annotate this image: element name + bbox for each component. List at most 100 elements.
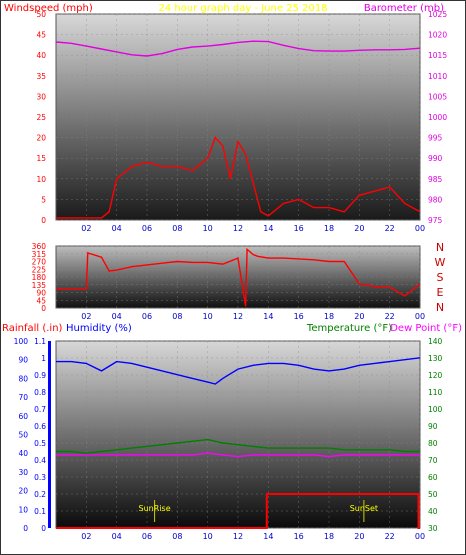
series-line: [55, 40, 421, 57]
right-tick-label: 1005: [428, 92, 447, 101]
humidity-tick-label: 20: [18, 487, 28, 496]
right-tick-label: 975: [428, 216, 443, 225]
series-line: [56, 493, 420, 529]
x-tick-label: 06: [142, 312, 152, 321]
x-tick-label: 02: [81, 532, 91, 541]
x-tick-label: 18: [324, 532, 334, 541]
thermo-chart: 02 04 06 08 10 12 14 16 18 20 22 0000.10.20.30.40.5…: [14, 337, 443, 541]
x-tick-label: 22: [385, 532, 395, 541]
x-tick-label: 12: [233, 532, 243, 541]
x-tick-label: 06: [142, 532, 152, 541]
left-tick-label: 0.8: [34, 388, 46, 397]
left-tick-label: 315: [32, 250, 47, 259]
temperature-label: Temperature (°F): [306, 323, 392, 334]
compass-letter: E: [437, 286, 444, 299]
right-tick-label: 100: [428, 405, 443, 414]
direction-chart: 02 04 06 08 10 12 14 16 18 20 22 000459013518022527…: [32, 242, 425, 321]
left-tick-label: 0.9: [34, 371, 46, 380]
left-tick-label: 30: [36, 92, 46, 101]
humidity-tick-label: 0: [23, 524, 28, 533]
right-tick-label: 60: [428, 473, 438, 482]
right-tick-label: 980: [428, 195, 443, 204]
barometer-label: Barometer (mb): [364, 3, 444, 14]
right-tick-label: 120: [428, 371, 443, 380]
x-tick-label: 16: [294, 532, 304, 541]
right-tick-label: 995: [428, 134, 443, 143]
right-tick-label: 1025: [428, 10, 447, 19]
x-tick-label: 04: [112, 312, 122, 321]
humidity-tick-label: 10: [18, 505, 28, 514]
right-tick-label: 90: [428, 422, 438, 431]
x-tick-label: 08: [172, 532, 182, 541]
wind-chart: 02 04 06 08 10 12 14 16 18 20 22 000510152025303540…: [36, 10, 447, 233]
left-tick-label: 0.2: [34, 490, 46, 499]
x-tick-label: 14: [263, 532, 273, 541]
left-tick-label: 45: [36, 296, 46, 305]
humidity-tick-label: 50: [18, 431, 28, 440]
right-tick-label: 80: [428, 439, 438, 448]
x-tick-label: 08: [172, 224, 182, 233]
x-tick-label: 18: [324, 224, 334, 233]
x-tick-label: 18: [324, 312, 334, 321]
series-line: [56, 452, 420, 458]
left-tick-label: 10: [36, 175, 46, 184]
humidity-label: Humidity (%): [66, 323, 132, 334]
left-tick-label: 0: [41, 304, 46, 313]
humidity-tick-label: 100: [14, 337, 29, 346]
left-tick-label: 180: [32, 273, 47, 282]
x-tick-label: 16: [294, 224, 304, 233]
left-tick-label: 0: [41, 524, 46, 533]
left-tick-label: 45: [36, 31, 46, 40]
x-tick-label: 22: [385, 312, 395, 321]
x-tick-label: 16: [294, 312, 304, 321]
humidity-tick-label: 40: [18, 449, 28, 458]
right-tick-label: 140: [428, 337, 443, 346]
compass-scale: N W S E N: [435, 241, 446, 314]
humidity-tick-label: 70: [18, 393, 28, 402]
compass-letter: W: [435, 256, 446, 269]
x-tick-label: 14: [263, 312, 273, 321]
right-tick-label: 990: [428, 154, 443, 163]
left-tick-label: 35: [36, 72, 46, 81]
x-tick-label: 20: [354, 312, 364, 321]
windspeed-label: Windspeed (mph): [4, 3, 93, 14]
right-tick-label: 130: [428, 354, 443, 363]
series-line: [56, 247, 421, 307]
x-tick-label: 02: [81, 224, 91, 233]
x-tick-label: 04: [112, 532, 122, 541]
right-tick-label: 30: [428, 524, 438, 533]
rainfall-label: Rainfall (.in): [2, 323, 63, 334]
x-tick-label: 10: [203, 312, 213, 321]
left-tick-label: 15: [36, 154, 46, 163]
x-tick-label: 12: [233, 312, 243, 321]
x-tick-label: 10: [203, 532, 213, 541]
right-tick-label: 985: [428, 175, 443, 184]
left-tick-label: 0: [41, 216, 46, 225]
left-tick-label: 0.7: [34, 405, 46, 414]
humidity-tick-label: 80: [18, 374, 28, 383]
left-tick-label: 270: [32, 258, 47, 267]
right-tick-label: 1010: [428, 72, 447, 81]
right-tick-label: 50: [428, 490, 438, 499]
x-tick-label: 06: [142, 224, 152, 233]
x-tick-label: 14: [263, 224, 273, 233]
left-tick-label: 0.3: [34, 473, 46, 482]
right-tick-label: 1000: [428, 113, 447, 122]
right-tick-label: 1015: [428, 51, 447, 60]
x-tick-label: 02: [81, 312, 91, 321]
left-tick-label: 5: [41, 195, 46, 204]
chart-title: 24 hour graph day - June 25 2018: [158, 3, 327, 14]
left-tick-label: 0.6: [34, 422, 46, 431]
x-tick-label: 00: [415, 224, 425, 233]
compass-letter: N: [436, 301, 444, 314]
left-tick-label: 20: [36, 134, 46, 143]
left-tick-label: 1: [41, 354, 46, 363]
x-tick-label: 04: [112, 224, 122, 233]
left-tick-label: 0.1: [34, 507, 46, 516]
left-tick-label: 1.1: [34, 337, 46, 346]
annotation-label: SunSet: [350, 504, 378, 513]
x-tick-label: 12: [233, 224, 243, 233]
x-tick-label: 08: [172, 312, 182, 321]
